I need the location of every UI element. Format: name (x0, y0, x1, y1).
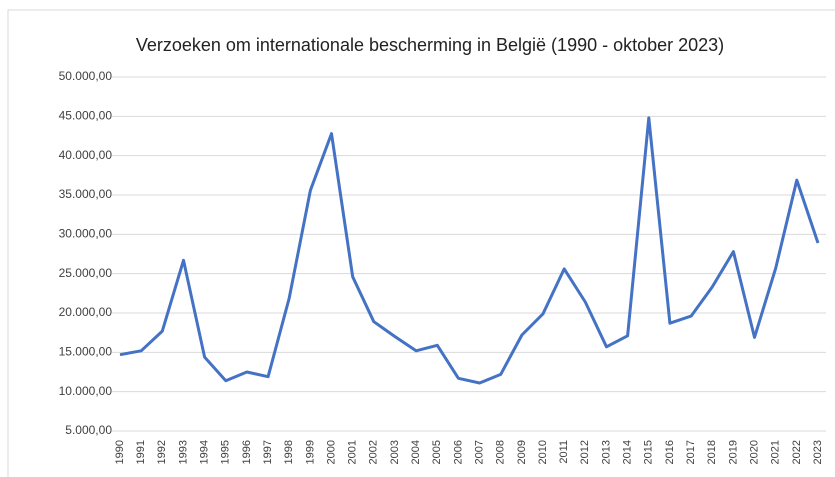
x-tick-label: 2021 (770, 440, 782, 464)
x-tick-label: 2020 (748, 440, 760, 464)
y-tick-label: 35.000,00 (59, 187, 113, 201)
x-tick-label: 2000 (325, 440, 337, 464)
x-tick-label: 1990 (114, 440, 126, 464)
x-tick-label: 2014 (622, 440, 634, 464)
x-tick-label: 1998 (283, 440, 295, 464)
y-tick-label: 30.000,00 (59, 227, 113, 241)
x-tick-label: 2005 (431, 440, 443, 464)
x-tick-label: 2022 (791, 440, 803, 464)
x-tick-label: 1995 (220, 440, 232, 464)
y-tick-label: 15.000,00 (59, 345, 113, 359)
y-tick-label: 25.000,00 (59, 266, 113, 280)
x-tick-label: 2015 (643, 440, 655, 464)
y-tick-label: 50.000,00 (59, 69, 113, 83)
y-tick-label: 40.000,00 (59, 148, 113, 162)
x-tick-label: 2023 (812, 440, 824, 464)
y-tick-label: 10.000,00 (59, 384, 113, 398)
x-tick-label: 2001 (347, 440, 359, 464)
chart-title: Verzoeken om internationale bescherming … (136, 35, 724, 55)
x-tick-label: 2018 (706, 440, 718, 464)
x-tick-label: 1996 (241, 440, 253, 464)
x-tick-label: 1999 (304, 440, 316, 464)
x-tick-label: 2008 (495, 440, 507, 464)
x-tick-label: 2010 (537, 440, 549, 464)
line-series (119, 116, 820, 385)
x-tick-label: 2011 (558, 440, 570, 464)
chart-frame (7, 9, 835, 477)
x-tick-label: 2017 (685, 440, 697, 464)
x-tick-label: 2002 (368, 440, 380, 464)
x-tick-label: 2007 (473, 440, 485, 464)
x-tick-label: 2012 (579, 440, 591, 464)
x-tick-label: 2009 (516, 440, 528, 464)
x-tick-label: 1992 (156, 440, 168, 464)
y-tick-label: 45.000,00 (59, 109, 113, 123)
x-tick-label: 1993 (177, 440, 189, 464)
x-tick-label: 2004 (410, 440, 422, 464)
x-tick-label: 2013 (600, 440, 612, 464)
x-tick-label: 2016 (664, 440, 676, 464)
y-tick-label: 20.000,00 (59, 305, 113, 319)
x-tick-label: 1991 (135, 440, 147, 464)
x-tick-label: 2003 (389, 440, 401, 464)
x-tick-label: 1997 (262, 440, 274, 464)
x-tick-label: 1994 (199, 440, 211, 464)
y-tick-label: 5.000,00 (65, 423, 112, 437)
x-tick-label: 2019 (727, 440, 739, 464)
x-tick-label: 2006 (452, 440, 464, 464)
